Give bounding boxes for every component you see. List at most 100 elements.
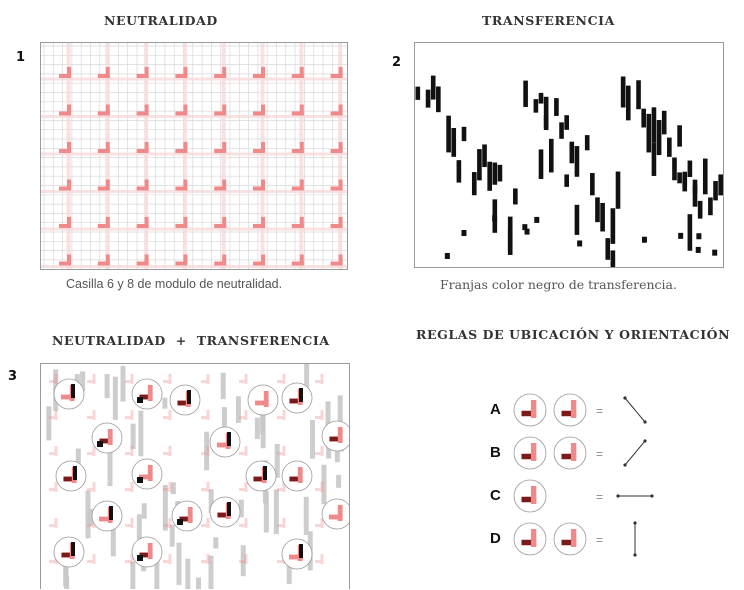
black-stripe [548, 138, 554, 173]
module-bar-v [168, 482, 172, 492]
module-bar-h [315, 524, 324, 527]
black-stripe [471, 172, 477, 196]
module-bar-v [530, 486, 537, 504]
module-bar-h [87, 488, 96, 491]
black-stripe [543, 96, 549, 131]
module-circle [91, 422, 123, 454]
module-bar-v [183, 142, 188, 153]
pink-column [260, 43, 265, 269]
module-bar-h [175, 74, 188, 78]
module-bar-h [97, 149, 110, 153]
circle-outline [91, 500, 123, 532]
module-bar-v [222, 67, 227, 78]
module-bar-h [125, 452, 134, 455]
module-bar-h [277, 560, 286, 563]
arrow-head [643, 439, 647, 443]
module-bar-v [244, 446, 248, 456]
module-bar-v [530, 400, 537, 418]
faint-module [239, 374, 248, 384]
pink-row [41, 190, 347, 193]
module-bar-h [253, 149, 265, 153]
module-bar-v [299, 104, 304, 116]
black-mark [73, 466, 77, 480]
module-dark-cell [561, 410, 571, 417]
rule-circle [553, 522, 587, 556]
module-bar-v [320, 374, 324, 384]
module-bar-h [201, 488, 210, 491]
module-dark-cell [99, 438, 108, 444]
circle-outline [321, 498, 349, 530]
module-bar-v [105, 142, 110, 153]
black-stripe [456, 160, 462, 183]
black-stripe [513, 188, 518, 205]
circle-outline [553, 522, 587, 556]
module-circle [321, 420, 349, 452]
module-bar-h [239, 560, 248, 563]
black-stripe [610, 208, 616, 244]
faint-module [87, 410, 96, 420]
black-dot [678, 232, 684, 239]
black-mark [263, 466, 267, 480]
module-bar-h [201, 452, 210, 455]
faint-module [201, 554, 210, 564]
module-bar-v [320, 554, 324, 564]
module-dark-cell [139, 394, 148, 400]
module-bar-v [67, 142, 71, 153]
module-bar-h [277, 416, 286, 419]
transferencia-stripes [415, 75, 723, 267]
black-stripe [656, 120, 662, 156]
faint-module [163, 446, 172, 456]
faint-module [239, 410, 248, 420]
module-bar-v [261, 104, 265, 116]
rule-circle [513, 479, 547, 513]
gray-stripe [204, 431, 210, 471]
black-stripe [615, 171, 621, 209]
black-stripe [574, 146, 580, 177]
black-stripe [697, 200, 703, 219]
rule-arrow [624, 397, 646, 423]
rule-circle [553, 393, 587, 427]
faint-module [315, 482, 324, 492]
module-bar-v [144, 67, 149, 78]
module-bar-v [222, 179, 227, 191]
module-bar-v [183, 217, 188, 228]
neutral-module [136, 217, 149, 228]
black-stripe [646, 124, 652, 153]
rule-d-letter: D [490, 530, 501, 547]
pink-row [41, 115, 347, 118]
neutral-module [330, 179, 343, 191]
faint-module [49, 518, 58, 528]
black-dot [444, 252, 450, 259]
neutral-module [175, 217, 188, 228]
module-circle [247, 384, 279, 416]
neutral-module [136, 104, 149, 116]
module-bar-h [87, 560, 96, 563]
black-stripe [507, 229, 513, 255]
module-bar-h [136, 186, 149, 191]
module-bar-v [570, 443, 577, 461]
module-bar-v [282, 374, 286, 384]
module-bar-v [54, 410, 58, 420]
rule-circle [513, 393, 547, 427]
faint-module [49, 410, 58, 420]
faint-module [239, 446, 248, 456]
module-bar-h [291, 186, 304, 191]
module-circle [281, 538, 313, 570]
gray-stripe [273, 489, 279, 535]
faint-module [163, 482, 172, 492]
module-bar-v [92, 554, 96, 564]
module-circle [131, 378, 163, 410]
module-dark-cell [289, 476, 298, 482]
module-bar-v [244, 374, 248, 384]
neutral-module [175, 67, 188, 78]
pink-column [338, 43, 343, 269]
module-bar-h [97, 261, 110, 266]
module-bar-v [183, 104, 188, 116]
rule-b-letter: B [490, 444, 501, 461]
module-bar-v [105, 254, 110, 266]
faint-module [201, 518, 210, 528]
module-bar-h [253, 74, 265, 78]
gray-stripe [87, 508, 93, 526]
gray-stripe [46, 406, 52, 441]
neutral-module [214, 254, 227, 266]
